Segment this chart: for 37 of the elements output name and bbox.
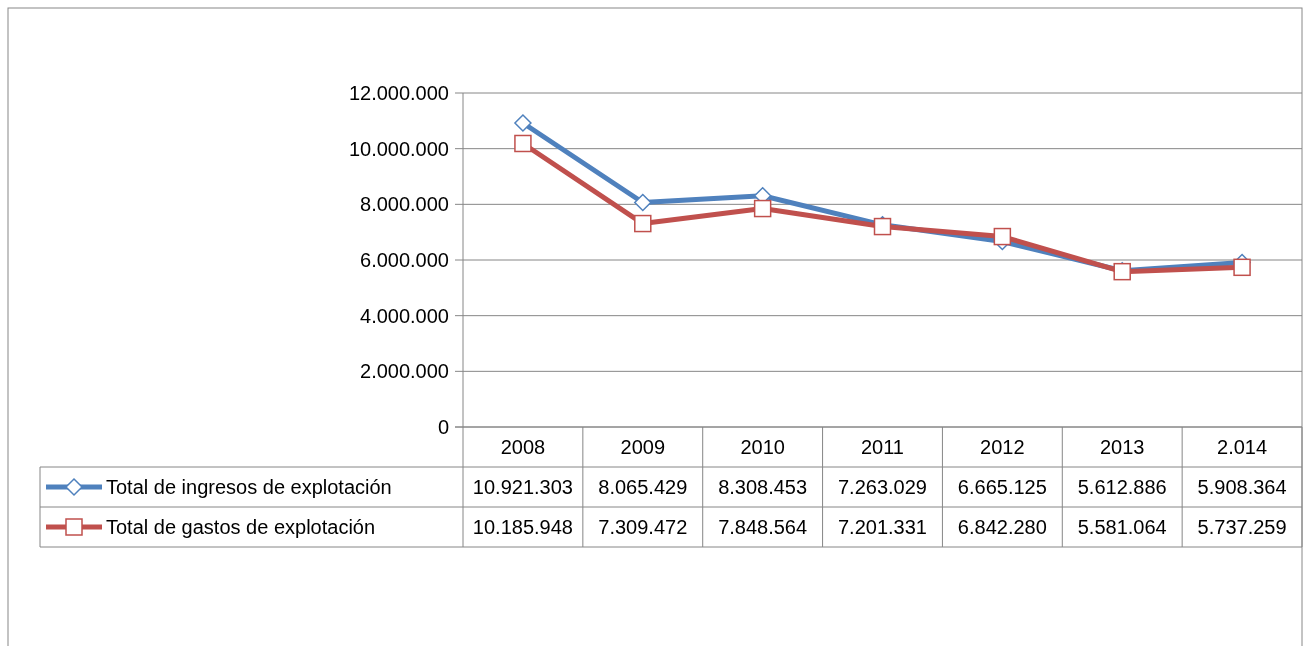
point [634,214,652,233]
data-label: 7.263.029 [838,476,927,498]
x-tick-label: 2010 [740,436,785,458]
data-label: 10.921.303 [472,476,573,498]
point [753,199,772,218]
x-tick-label: 2013 [1099,436,1145,458]
y-tick-label: 10.000.000 [348,137,449,160]
data-label: 5.612.886 [1077,476,1167,498]
x-tick-label: 2.014 [1217,436,1268,458]
data-label: 8.308.453 [718,476,808,498]
data-label: 5.737.259 [1197,516,1287,538]
point [514,134,532,153]
data-label: 7.309.472 [598,516,688,538]
legend-label: Total de ingresos de explotación [106,476,392,498]
y-tick-label: 0 [437,416,449,438]
y-tick-label: 2.000.000 [360,360,449,383]
data-label: 8.065.429 [598,476,688,498]
x-tick-label: 2009 [620,436,666,458]
x-tick-label: 2008 [500,436,546,458]
legend-label: Total de gastos de explotación [106,516,376,538]
data-label: 5.581.064 [1077,516,1167,538]
x-tick-label: 2011 [860,436,905,458]
data-label: 7.848.564 [718,516,808,538]
y-tick-label: 4.000.000 [360,304,449,327]
y-tick-label: 6.000.000 [360,249,449,271]
data-label: 7.201.331 [838,516,927,538]
point [1233,258,1251,277]
y-tick-label: 12.000.000 [348,82,449,104]
point [514,114,532,132]
data-label: 6.842.280 [957,516,1047,538]
data-label: 6.665.125 [957,476,1047,498]
x-tick-label: 2012 [980,436,1025,458]
point [634,193,652,212]
y-tick-label: 8.000.000 [360,193,449,216]
data-label: 5.908.364 [1197,476,1287,498]
data-label: 10.185.948 [472,516,573,538]
point [993,227,1012,246]
